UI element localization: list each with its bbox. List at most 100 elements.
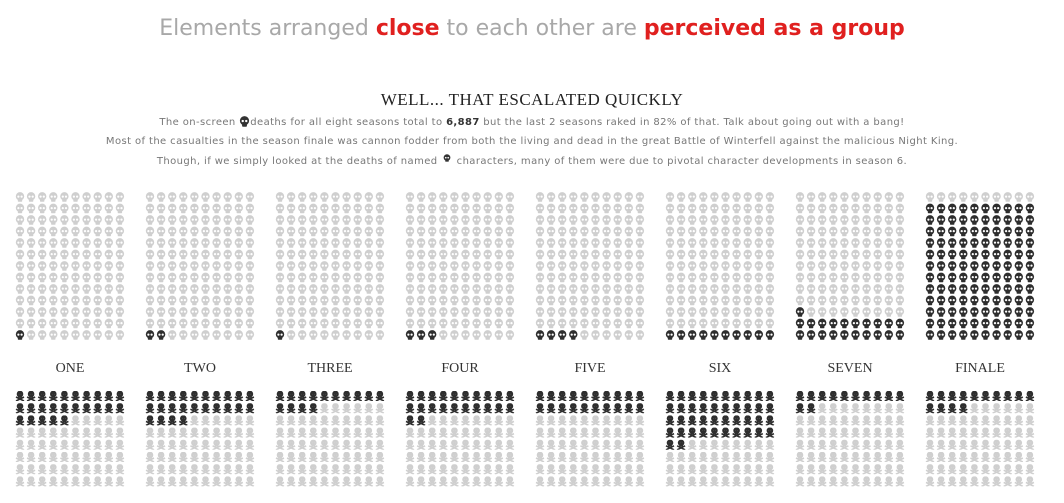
skull-icon: [494, 249, 503, 260]
skull-icon: [93, 238, 102, 248]
skull-icon: [428, 261, 437, 271]
skull-crossbones-icon: [275, 464, 285, 475]
skull-crossbones-icon: [720, 464, 731, 475]
skull-icon: [60, 318, 69, 329]
skull-crossbones-icon: [579, 452, 590, 462]
skull-icon: [721, 192, 730, 202]
skull-icon: [439, 249, 448, 260]
skull-crossbones-icon: [48, 452, 59, 462]
skull-crossbones-icon: [895, 476, 905, 487]
skull-crossbones-icon: [1013, 391, 1024, 401]
skull-crossbones-icon: [991, 476, 1002, 487]
skull-icon: [688, 215, 697, 225]
skull-icon: [569, 261, 578, 271]
skull-crossbones-icon: [709, 452, 720, 462]
skull-icon: [591, 272, 600, 283]
skull-crossbones-icon: [189, 403, 200, 414]
skull-icon: [884, 215, 893, 225]
skull-crossbones-icon: [590, 403, 601, 414]
skull-icon: [342, 295, 351, 306]
skull-icon: [1025, 307, 1035, 317]
skull-icon: [439, 261, 448, 271]
skull-crossbones-icon: [156, 452, 166, 462]
skull-crossbones-icon: [37, 427, 48, 438]
skull-crossbones-icon: [200, 427, 211, 438]
skull-icon: [818, 226, 827, 237]
skull-crossbones-icon: [115, 452, 125, 462]
skull-icon: [795, 272, 805, 283]
skull-icon: [201, 192, 210, 202]
skull-crossbones-icon: [308, 476, 319, 487]
skull-crossbones-icon: [635, 391, 645, 401]
skull-crossbones-icon: [665, 415, 675, 426]
skull-icon: [862, 192, 871, 202]
skull-crossbones-icon: [70, 452, 81, 462]
skull-icon: [795, 330, 805, 340]
skull-icon: [948, 318, 957, 329]
skull-icon: [959, 272, 968, 283]
skull-icon: [569, 272, 578, 283]
skull-icon: [884, 330, 893, 340]
skull-crossbones-icon: [850, 452, 861, 462]
skull-crossbones-icon: [211, 403, 222, 414]
skull-icon: [93, 330, 102, 340]
skull-icon: [635, 261, 645, 271]
skull-icon: [818, 261, 827, 271]
skull-icon: [558, 330, 567, 340]
skull-crossbones-icon: [460, 427, 471, 438]
skull-icon: [754, 318, 763, 329]
skull-crossbones-icon: [1013, 403, 1024, 414]
skull-icon: [145, 238, 155, 248]
skull-icon: [591, 318, 600, 329]
skull-crossbones-icon: [460, 415, 471, 426]
skull-icon: [26, 215, 36, 225]
skull-icon: [970, 295, 979, 306]
skull-icon: [535, 284, 545, 294]
skull-icon: [818, 192, 827, 202]
skull-icon: [895, 215, 905, 225]
skull-crossbones-icon: [26, 476, 36, 487]
skull-icon: [925, 238, 935, 248]
skull-icon: [179, 284, 188, 294]
skull-crossbones-icon: [579, 427, 590, 438]
skull-icon: [1025, 284, 1035, 294]
skull-icon: [505, 318, 515, 329]
skull-crossbones-icon: [676, 415, 686, 426]
skull-icon: [840, 215, 849, 225]
skull-icon: [505, 284, 515, 294]
skull-icon: [342, 226, 351, 237]
skull-icon: [38, 307, 47, 317]
skull-icon: [862, 261, 871, 271]
skull-icon: [699, 318, 708, 329]
skull-icon: [558, 226, 567, 237]
skull-icon: [104, 192, 113, 202]
skull-crossbones-icon: [568, 452, 579, 462]
skull-icon: [245, 295, 255, 306]
skull-icon: [71, 203, 80, 214]
season-label: THREE: [307, 361, 352, 376]
skull-crossbones-icon: [493, 439, 504, 450]
skull-crossbones-icon: [234, 452, 244, 462]
skull-icon: [1014, 226, 1023, 237]
skull-icon: [765, 226, 775, 237]
skull-icon: [851, 318, 860, 329]
skull-crossbones-icon: [590, 427, 601, 438]
skull-crossbones-icon: [1002, 427, 1013, 438]
skull-crossbones-icon: [742, 415, 753, 426]
skull-crossbones-icon: [579, 476, 590, 487]
skull-icon: [461, 272, 470, 283]
skull-icon: [38, 272, 47, 283]
skull-icon: [286, 203, 296, 214]
skull-crossbones-icon: [546, 439, 556, 450]
skull-crossbones-icon: [15, 403, 25, 414]
skull-icon: [1025, 215, 1035, 225]
skull-icon: [494, 295, 503, 306]
skull-icon: [156, 203, 166, 214]
skull-crossbones-icon: [698, 403, 709, 414]
headline-highlight: perceived as a group: [643, 16, 905, 41]
skull-icon: [624, 192, 633, 202]
skull-icon: [580, 284, 589, 294]
skull-crossbones-icon: [352, 403, 363, 414]
skull-icon: [82, 284, 91, 294]
